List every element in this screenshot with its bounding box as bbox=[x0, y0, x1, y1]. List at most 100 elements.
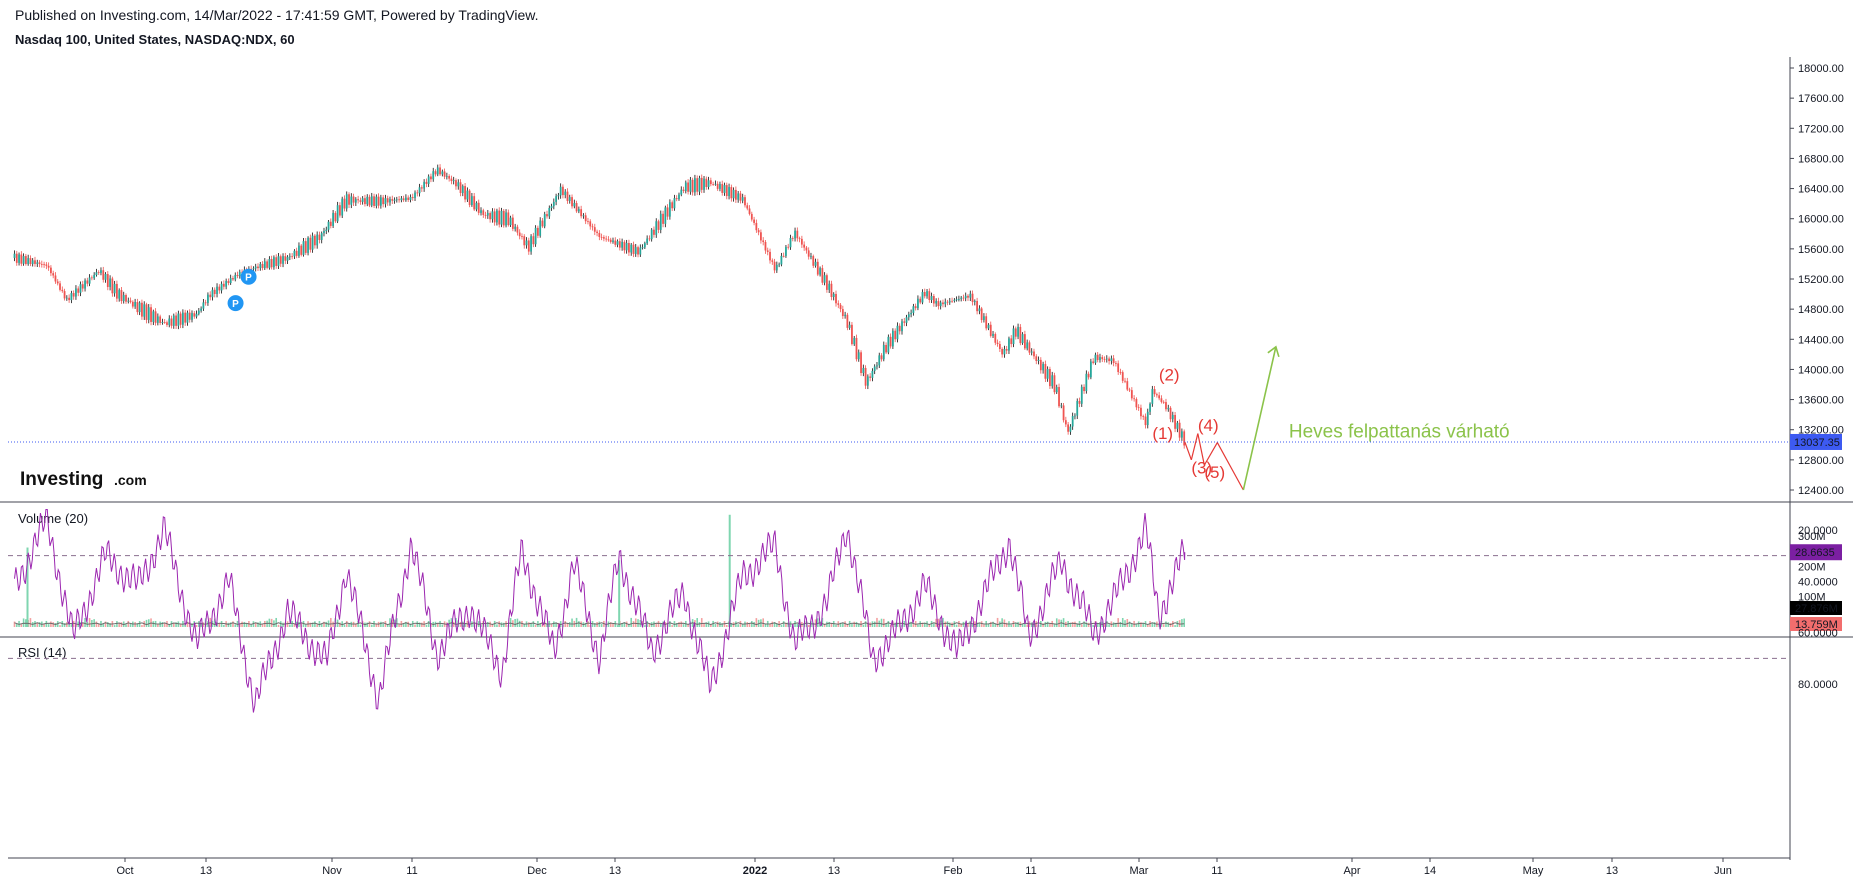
event-marker-label[interactable]: P bbox=[245, 273, 252, 284]
price-candle bbox=[557, 195, 560, 197]
volume-bar bbox=[100, 620, 102, 627]
volume-bar bbox=[270, 618, 273, 627]
volume-bar bbox=[84, 618, 86, 627]
volume-bar bbox=[95, 621, 98, 627]
price-candle bbox=[216, 286, 218, 294]
price-candle bbox=[482, 210, 485, 215]
price-candle bbox=[409, 197, 412, 200]
volume-bar bbox=[1096, 623, 1099, 627]
wave-segment bbox=[1203, 442, 1218, 466]
price-candle bbox=[341, 198, 344, 216]
price-candle bbox=[509, 217, 512, 226]
price-candle bbox=[951, 300, 953, 302]
price-candle bbox=[468, 190, 471, 205]
price-candle bbox=[835, 293, 837, 304]
price-candle bbox=[1080, 386, 1083, 404]
price-candle bbox=[461, 186, 464, 194]
volume-bar bbox=[578, 621, 580, 627]
price-candle bbox=[796, 230, 799, 239]
volume-bar bbox=[1178, 620, 1181, 627]
volume-bar bbox=[355, 623, 357, 627]
price-candle bbox=[907, 314, 910, 318]
price-candle bbox=[518, 232, 521, 237]
price-series bbox=[13, 164, 1186, 449]
volume-bar bbox=[213, 618, 216, 627]
volume-bar bbox=[72, 620, 75, 627]
volume-bar bbox=[946, 621, 949, 627]
price-candle bbox=[432, 171, 435, 180]
volume-bar bbox=[118, 622, 120, 627]
price-candle bbox=[471, 196, 473, 205]
volume-bar bbox=[332, 621, 334, 627]
volume-bar bbox=[753, 621, 755, 627]
price-candle bbox=[1062, 405, 1065, 421]
price-candle bbox=[1008, 338, 1010, 351]
price-candle bbox=[876, 365, 878, 367]
volume-bar bbox=[546, 623, 548, 627]
price-candle bbox=[52, 273, 55, 276]
price-candle bbox=[195, 313, 198, 317]
price-candle bbox=[655, 221, 658, 235]
price-candle bbox=[889, 336, 892, 347]
price-candle bbox=[395, 199, 398, 201]
price-candle bbox=[839, 304, 842, 310]
volume-bar bbox=[1153, 622, 1156, 627]
volume-badges: 27.876M 13.759M bbox=[1790, 601, 1842, 631]
price-candle bbox=[935, 301, 938, 304]
price-candle bbox=[366, 196, 369, 205]
volume-bar bbox=[81, 623, 84, 627]
volume-bar bbox=[785, 622, 787, 627]
price-candle bbox=[707, 180, 710, 187]
price-candle bbox=[819, 268, 821, 275]
price-candle bbox=[486, 213, 489, 216]
volume-bar bbox=[1108, 624, 1110, 627]
price-candle bbox=[65, 297, 68, 299]
price-candle bbox=[719, 184, 721, 189]
volume-bar bbox=[241, 621, 243, 627]
time-tick-label: 13 bbox=[609, 865, 621, 877]
volume-bar bbox=[498, 621, 501, 627]
volume-bar bbox=[1010, 624, 1013, 627]
price-candle bbox=[172, 315, 175, 326]
price-candle bbox=[732, 189, 735, 199]
volume-bar bbox=[314, 621, 316, 627]
price-candle bbox=[54, 275, 57, 282]
price-candle bbox=[90, 277, 93, 279]
price-candle bbox=[994, 334, 997, 343]
volume-bar bbox=[66, 622, 68, 627]
volume-bar bbox=[721, 623, 724, 627]
price-candle bbox=[184, 312, 187, 323]
price-candle bbox=[1010, 338, 1013, 345]
volume-bar bbox=[227, 622, 230, 627]
price-candle bbox=[234, 275, 237, 280]
volume-bar bbox=[218, 623, 221, 627]
volume-bar bbox=[680, 621, 683, 627]
volume-bar bbox=[896, 622, 899, 627]
price-candle bbox=[238, 271, 241, 277]
price-candle bbox=[1165, 402, 1167, 410]
price-candle bbox=[473, 196, 476, 210]
volume-bar bbox=[787, 622, 790, 627]
volume-bar bbox=[179, 624, 182, 627]
volume-bar bbox=[735, 621, 737, 627]
price-candle bbox=[186, 312, 189, 323]
volume-bar bbox=[1121, 617, 1124, 627]
event-markers[interactable]: PP bbox=[227, 268, 257, 312]
volume-bar bbox=[550, 624, 553, 627]
volume-bar bbox=[88, 618, 91, 627]
event-marker-label[interactable]: P bbox=[232, 299, 239, 310]
price-candle bbox=[131, 301, 134, 307]
event-marker-dot[interactable] bbox=[240, 268, 257, 285]
event-marker-dot[interactable] bbox=[227, 295, 244, 312]
time-tick-label: May bbox=[1523, 865, 1544, 877]
volume-bar bbox=[323, 621, 325, 627]
volume-bar bbox=[1131, 623, 1133, 627]
volume-bar bbox=[127, 620, 130, 627]
volume-bar bbox=[427, 620, 430, 627]
price-candle bbox=[932, 296, 935, 304]
volume-bar bbox=[54, 623, 57, 627]
price-candle bbox=[275, 257, 278, 266]
time-tick-label: Mar bbox=[1130, 865, 1149, 877]
price-candle bbox=[739, 193, 742, 201]
